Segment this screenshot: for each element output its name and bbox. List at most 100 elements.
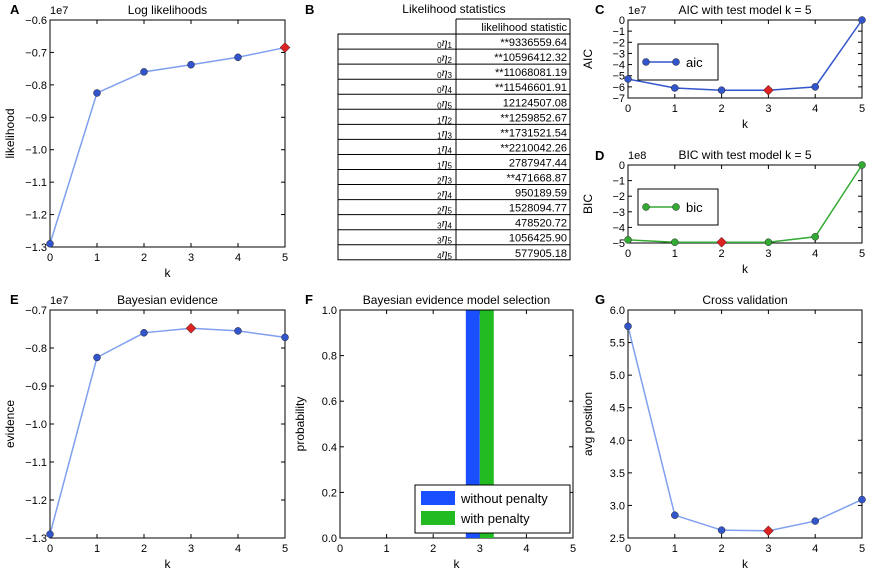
- bar: [465, 310, 480, 538]
- x-tick-label: 0: [337, 543, 343, 555]
- data-point: [624, 75, 632, 83]
- panel-letter-b: B: [305, 2, 314, 17]
- x-tick-label: 3: [765, 543, 771, 555]
- plot-frame: [627, 309, 863, 539]
- x-tick-label: 2: [141, 543, 147, 555]
- data-point: [858, 495, 866, 504]
- highlight-point: [763, 525, 774, 537]
- x-tick-label: 0: [625, 103, 631, 115]
- y-tick-label: 4.5: [610, 403, 625, 415]
- table-cell-value: 478520.72: [515, 218, 567, 230]
- chart-bic: BIC with test model k = 5 0 1 2 3 4 5 −5 −4 −3 −2 −…: [581, 148, 866, 276]
- y-tick-label: 0: [619, 15, 625, 27]
- y-tick-label: −0.6: [25, 15, 47, 27]
- y-tick-label: −2: [612, 37, 625, 49]
- legend-label: with penalty: [460, 511, 530, 526]
- y-axis-label: AIC: [581, 49, 595, 69]
- table-row-label: 1η3: [437, 125, 452, 140]
- y-tick-label: −5: [612, 71, 625, 83]
- table-cell-value: 1056425.90: [509, 233, 567, 245]
- x-tick-label: 4: [812, 248, 818, 260]
- y-tick-label: 0: [619, 160, 625, 172]
- panel-letter-c: C: [595, 2, 605, 17]
- legend-label: bic: [686, 200, 703, 215]
- table-cell-value: **9336559.64: [500, 37, 567, 49]
- data-point: [187, 61, 195, 69]
- chart-bayesian-evidence: Bayesian evidence 0 1 2 3 4 5 −1.3 −1.2 −1.1 −1.0 −…: [3, 293, 289, 571]
- series-line: [627, 19, 863, 91]
- chart-title: AIC with test model k = 5: [678, 3, 811, 17]
- table-cell-value: 950189.59: [515, 188, 567, 200]
- data-point: [281, 333, 289, 342]
- y-tick-label: −4: [612, 60, 625, 72]
- chart-title: BIC with test model k = 5: [678, 148, 811, 162]
- highlight-point: [185, 322, 197, 334]
- series-line: [627, 326, 863, 532]
- data-point: [234, 53, 242, 62]
- y-tick-label: 0.8: [322, 351, 337, 363]
- y-tick-label: −1.2: [25, 210, 47, 222]
- chart-aic: AIC with test model k = 50 1 2 3 4 5−7−6−5−4−…: [581, 3, 866, 131]
- x-tick-label: 0: [47, 252, 53, 264]
- x-tick-label: 1: [672, 248, 678, 260]
- series-line: [49, 46, 286, 244]
- x-tick-label: 3: [188, 252, 194, 264]
- panel-letter-d: D: [595, 148, 604, 163]
- y-tick-label: −1: [612, 26, 625, 38]
- table-row-label: 1η5: [437, 155, 452, 170]
- table-cell-value: **1731521.54: [500, 127, 567, 139]
- panel-letter-g: G: [595, 292, 605, 307]
- x-tick-label: 1: [94, 543, 100, 555]
- y-axis-label: avg position: [581, 392, 595, 456]
- legend-marker: [672, 58, 680, 66]
- x-tick-label: 4: [812, 103, 818, 115]
- plot-frame: [49, 309, 286, 539]
- table-cell-value: 2787947.44: [509, 157, 567, 169]
- x-axis-label: k: [742, 117, 749, 131]
- y-tick-label: 6.0: [610, 305, 625, 317]
- y-tick-label: −6: [612, 82, 625, 94]
- highlight-point: [279, 42, 291, 53]
- series-line: [627, 164, 863, 243]
- legend-swatch: [421, 491, 455, 505]
- legend-marker: [672, 203, 680, 211]
- y-tick-label: 3.5: [610, 468, 625, 480]
- y-axis-label: evidence: [3, 400, 17, 448]
- y-tick-label: −0.7: [25, 305, 47, 317]
- chart-cross-validation: Cross validation 0 1 2 3 4 5 2.5 3.0 3.5 4.0 4.5 5.0…: [581, 293, 866, 571]
- data-point: [811, 233, 819, 241]
- panel-letter-a: A: [10, 2, 20, 17]
- table-cell-value: **11546601.91: [495, 82, 567, 94]
- data-point: [671, 84, 679, 92]
- table-row-label: 0η5: [437, 95, 452, 110]
- x-tick-label: 4: [235, 252, 241, 264]
- y-tick-label: 2.5: [610, 533, 625, 545]
- series-line: [49, 327, 286, 535]
- data-point: [93, 353, 101, 362]
- panel-letter-e: E: [10, 292, 19, 307]
- x-tick-label: 4: [523, 543, 529, 555]
- x-tick-label: 3: [477, 543, 483, 555]
- highlight-point: [763, 84, 774, 96]
- y-tick-label: 0.0: [322, 533, 337, 545]
- y-tick-label: −1.0: [25, 419, 47, 431]
- data-point: [764, 238, 773, 246]
- table-cell-value: **471668.87: [506, 173, 567, 185]
- y-axis-label: likelihood: [3, 108, 17, 158]
- y-tick-label: −0.9: [25, 381, 47, 393]
- chart-model-selection: Bayesian evidence model selection 0 1 2 3 4 5 0…: [293, 293, 576, 571]
- table-row-label: 1η2: [437, 110, 452, 125]
- data-point: [93, 89, 101, 97]
- x-tick-label: 4: [812, 543, 818, 555]
- table-row-label: 4η5: [437, 246, 452, 261]
- table-row-label: 3η4: [437, 216, 452, 231]
- x-axis-label: k: [742, 262, 749, 276]
- table-cell-value: 577905.18: [515, 248, 567, 260]
- table-cell-value: **11068081.19: [495, 67, 567, 79]
- data-point: [858, 16, 866, 24]
- x-axis-label: k: [742, 557, 749, 571]
- x-tick-label: 5: [282, 252, 288, 264]
- data-point: [671, 238, 679, 246]
- chart-log-likelihoods: Log likelihoods 0 1 2 3 4 5 −1.3 −1.2 −1.1 −1.0 −0.…: [3, 3, 291, 280]
